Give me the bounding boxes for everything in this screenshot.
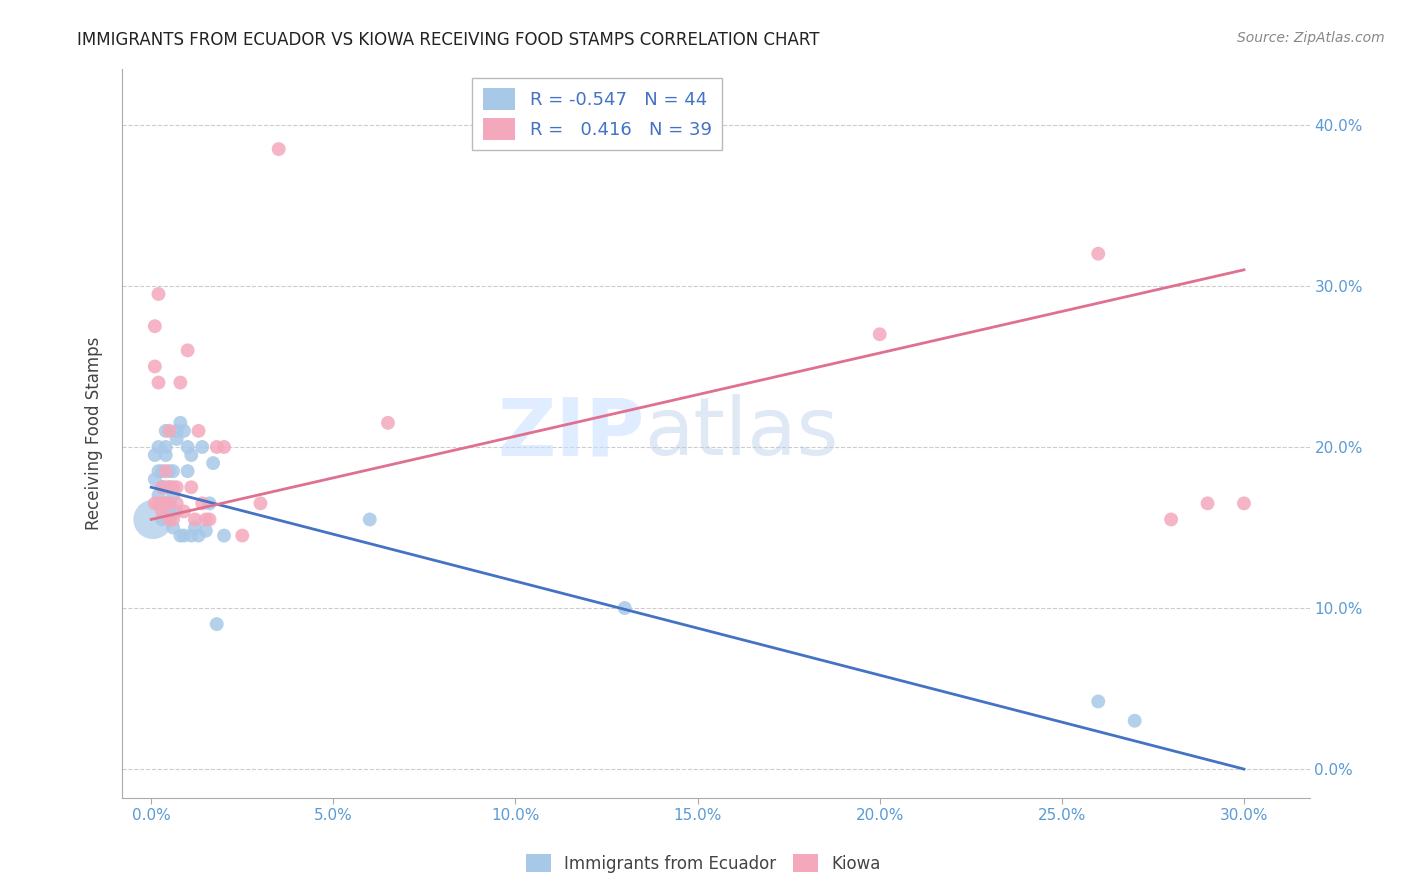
Point: [162, 488, 184, 502]
Point: [1197, 496, 1219, 510]
Point: [162, 464, 184, 478]
Point: [1160, 512, 1182, 526]
Point: [166, 496, 188, 510]
Point: [1233, 496, 1256, 510]
Point: [157, 480, 180, 494]
Point: [1123, 714, 1146, 728]
Point: [143, 319, 166, 334]
Point: [176, 440, 198, 454]
Point: [166, 480, 188, 494]
Point: [155, 424, 177, 438]
Point: [184, 512, 207, 526]
Point: [187, 528, 209, 542]
Text: atlas: atlas: [644, 394, 839, 472]
Point: [377, 416, 399, 430]
Point: [166, 424, 188, 438]
Point: [359, 512, 381, 526]
Point: [162, 520, 184, 534]
Legend: R = -0.547   N = 44, R =   0.416   N = 39: R = -0.547 N = 44, R = 0.416 N = 39: [472, 78, 723, 151]
Point: [184, 520, 207, 534]
Text: IMMIGRANTS FROM ECUADOR VS KIOWA RECEIVING FOOD STAMPS CORRELATION CHART: IMMIGRANTS FROM ECUADOR VS KIOWA RECEIVI…: [77, 31, 820, 49]
Point: [202, 456, 225, 470]
Point: [166, 432, 188, 446]
Point: [155, 464, 177, 478]
Point: [162, 512, 184, 526]
Point: [155, 448, 177, 462]
Point: [231, 528, 253, 542]
Point: [191, 496, 214, 510]
Point: [1087, 694, 1109, 708]
Point: [155, 480, 177, 494]
Point: [143, 496, 166, 510]
Point: [173, 528, 195, 542]
Point: [150, 480, 173, 494]
Point: [148, 464, 170, 478]
Point: [169, 528, 191, 542]
Point: [150, 512, 173, 526]
Point: [180, 448, 202, 462]
Point: [869, 327, 891, 342]
Point: [1087, 246, 1109, 260]
Point: [212, 440, 235, 454]
Point: [157, 496, 180, 510]
Point: [205, 617, 228, 632]
Text: Source: ZipAtlas.com: Source: ZipAtlas.com: [1237, 31, 1385, 45]
Point: [176, 343, 198, 358]
Point: [157, 512, 180, 526]
Point: [267, 142, 290, 156]
Point: [143, 359, 166, 374]
Point: [148, 440, 170, 454]
Point: [180, 480, 202, 494]
Point: [173, 424, 195, 438]
Point: [142, 512, 165, 526]
Point: [143, 472, 166, 486]
Point: [157, 480, 180, 494]
Point: [157, 496, 180, 510]
Text: ZIP: ZIP: [498, 394, 644, 472]
Point: [194, 524, 217, 538]
Point: [157, 504, 180, 518]
Point: [155, 440, 177, 454]
Point: [187, 424, 209, 438]
Point: [173, 504, 195, 518]
Point: [148, 376, 170, 390]
Point: [249, 496, 271, 510]
Point: [613, 601, 636, 615]
Point: [194, 512, 217, 526]
Point: [198, 496, 221, 510]
Point: [150, 504, 173, 518]
Point: [150, 496, 173, 510]
Y-axis label: Receiving Food Stamps: Receiving Food Stamps: [86, 336, 103, 530]
Point: [169, 416, 191, 430]
Point: [212, 528, 235, 542]
Point: [176, 464, 198, 478]
Point: [191, 440, 214, 454]
Point: [148, 287, 170, 301]
Point: [157, 464, 180, 478]
Point: [148, 488, 170, 502]
Point: [155, 496, 177, 510]
Point: [150, 480, 173, 494]
Point: [150, 480, 173, 494]
Point: [143, 448, 166, 462]
Point: [180, 528, 202, 542]
Point: [162, 480, 184, 494]
Point: [166, 504, 188, 518]
Point: [150, 464, 173, 478]
Point: [148, 496, 170, 510]
Point: [198, 512, 221, 526]
Legend: Immigrants from Ecuador, Kiowa: Immigrants from Ecuador, Kiowa: [519, 847, 887, 880]
Point: [157, 424, 180, 438]
Point: [169, 376, 191, 390]
Point: [205, 440, 228, 454]
Point: [155, 496, 177, 510]
